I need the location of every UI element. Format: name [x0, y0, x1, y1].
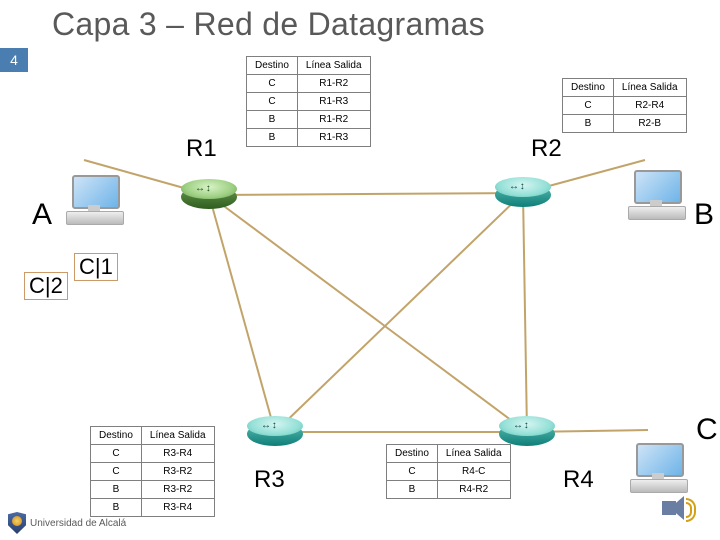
cell: R3-R2 [141, 481, 214, 499]
routing-table-r4: DestinoLínea Salida CR4-C BR4-R2 [386, 444, 511, 499]
col-header: Línea Salida [613, 79, 686, 97]
cell: R1-R2 [297, 75, 370, 93]
group-c2: C|2 [24, 272, 68, 300]
cell: B [91, 481, 142, 499]
cell: B [247, 111, 298, 129]
cell: B [387, 481, 438, 499]
routing-table-r2: DestinoLínea Salida CR2-R4 BR2-B [562, 78, 687, 133]
audio-icon [660, 492, 698, 524]
cell: R1-R3 [297, 129, 370, 147]
col-header: Destino [91, 427, 142, 445]
col-header: Línea Salida [141, 427, 214, 445]
cell: R2-B [613, 115, 686, 133]
cell: R1-R3 [297, 93, 370, 111]
cell: C [387, 463, 438, 481]
routing-table-r3: DestinoLínea Salida CR3-R4 CR3-R2 BR3-R2… [90, 426, 215, 517]
router-r2: ↔ ↕ [495, 177, 551, 211]
routing-table-r1: DestinoLínea Salida CR1-R2 CR1-R3 BR1-R2… [246, 56, 371, 147]
cell: R4-C [437, 463, 510, 481]
cell: C [91, 463, 142, 481]
label-r1: R1 [186, 135, 217, 163]
cell: C [247, 93, 298, 111]
label-r2: R2 [531, 135, 562, 163]
host-c [630, 443, 688, 493]
group-c1: C|1 [74, 253, 118, 281]
label-c: C [696, 413, 718, 447]
col-header: Línea Salida [297, 57, 370, 75]
col-header: Destino [247, 57, 298, 75]
cell: R3-R2 [141, 463, 214, 481]
slide-title: Capa 3 – Red de Datagramas [52, 6, 485, 43]
cell: C [91, 445, 142, 463]
cell: C [563, 97, 614, 115]
cell: B [247, 129, 298, 147]
cell: R3-R4 [141, 499, 214, 517]
col-header: Línea Salida [437, 445, 510, 463]
cell: R2-R4 [613, 97, 686, 115]
label-r3: R3 [254, 466, 285, 494]
label-a: A [32, 198, 52, 232]
slide-number: 4 [0, 48, 28, 72]
cell: R3-R4 [141, 445, 214, 463]
router-r3: ↔ ↕ [247, 416, 303, 450]
cell: C [247, 75, 298, 93]
label-r4: R4 [563, 466, 594, 494]
host-b [628, 170, 686, 220]
cell: B [563, 115, 614, 133]
router-r1: ↔ ↕ [181, 179, 237, 213]
col-header: Destino [387, 445, 438, 463]
university-logo: Universidad de Alcalá [8, 512, 126, 534]
host-a [66, 175, 124, 225]
col-header: Destino [563, 79, 614, 97]
cell: R4-R2 [437, 481, 510, 499]
logo-text: Universidad de Alcalá [30, 518, 126, 529]
shield-icon [8, 512, 26, 534]
label-b: B [694, 198, 714, 232]
cell: R1-R2 [297, 111, 370, 129]
